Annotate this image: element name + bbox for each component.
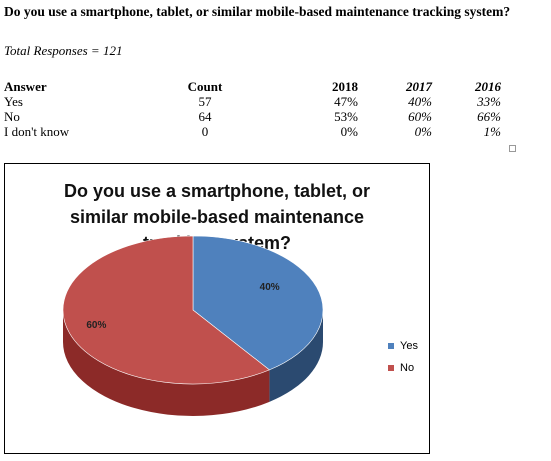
cell-2016: 66% — [477, 109, 501, 124]
legend-label-no: No — [400, 362, 415, 374]
chart-title-line: similar mobile-based maintenance — [70, 207, 364, 227]
cell-2017: 0% — [414, 124, 432, 139]
table-move-handle[interactable] — [509, 145, 516, 152]
legend-item-yes: Yes — [388, 335, 418, 357]
cell-count: 0 — [201, 124, 209, 139]
chart-title-line: Do you use a smartphone, tablet, or — [64, 181, 370, 201]
pie-side-yes — [269, 310, 323, 402]
pie-chart-canvas: Do you use a smartphone, tablet, or simi… — [62, 181, 370, 416]
header-2018: 2018 — [332, 79, 358, 94]
table-row: I don't know 0 0% 0% 1% — [4, 124, 501, 139]
legend-label-yes: Yes — [400, 340, 418, 352]
pie-label-yes: 40% — [260, 282, 280, 293]
pie-group: 40% 60% — [62, 235, 324, 416]
cell-answer: Yes — [4, 94, 23, 109]
pie-label-no: 60% — [86, 320, 106, 331]
legend-swatch-no — [388, 365, 394, 371]
legend-swatch-yes — [388, 343, 394, 349]
cell-answer: I don't know — [4, 124, 70, 139]
pie-chart: Do you use a smartphone, tablet, or simi… — [4, 163, 430, 454]
table-row: No 64 53% 60% 66% — [4, 109, 501, 124]
cell-2018: 47% — [334, 94, 358, 109]
question-title: Do you use a smartphone, tablet, or simi… — [4, 4, 511, 19]
table-header-row: Answer Count 2018 2017 2016 — [4, 79, 501, 94]
cell-2016: 33% — [477, 94, 501, 109]
cell-answer: No — [4, 109, 20, 124]
pie-side-no — [63, 310, 270, 416]
cell-2017: 60% — [408, 109, 432, 124]
cell-2018: 0% — [340, 124, 358, 139]
header-answer: Answer — [4, 79, 47, 94]
header-count: Count — [187, 79, 223, 94]
pie-slice-yes — [192, 235, 324, 371]
header-2016: 2016 — [475, 79, 501, 94]
header-2017: 2017 — [406, 79, 432, 94]
cell-count: 57 — [198, 94, 212, 109]
cell-count: 64 — [198, 109, 212, 124]
table-row: Yes 57 47% 40% 33% — [4, 94, 501, 109]
legend-item-no: No — [388, 357, 418, 379]
cell-2017: 40% — [408, 94, 432, 109]
total-responses: Total Responses = 121 — [4, 43, 123, 58]
chart-legend: Yes No — [388, 335, 418, 379]
cell-2016: 1% — [483, 124, 501, 139]
results-table: Answer Count 2018 2017 2016 Yes 57 47% 4… — [4, 79, 501, 139]
pie-slice-no — [62, 235, 271, 385]
cell-2018: 53% — [334, 109, 358, 124]
